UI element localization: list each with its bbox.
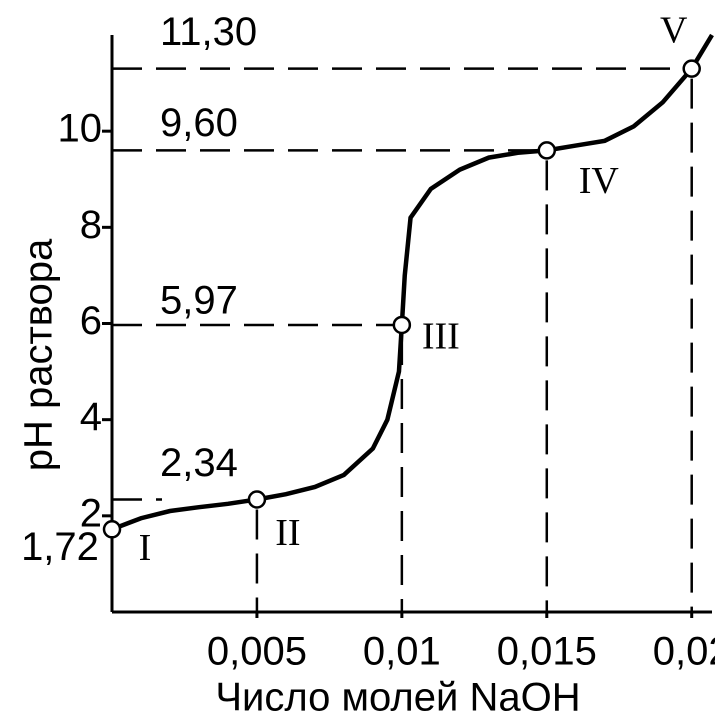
x-axis-label: Число молей NaOH bbox=[215, 676, 580, 720]
y-tick-label: 6 bbox=[80, 299, 102, 343]
point-marker bbox=[102, 520, 122, 539]
point-marker bbox=[682, 59, 701, 78]
y-tick-label: 2 bbox=[80, 491, 102, 535]
point-marker bbox=[537, 141, 557, 160]
point-label: IV bbox=[579, 160, 620, 202]
value-label: 5,97 bbox=[160, 279, 238, 323]
value-label: 2,34 bbox=[160, 441, 238, 485]
y-tick-label: 8 bbox=[80, 203, 102, 247]
point-marker bbox=[247, 490, 267, 509]
value-label: 1,72 bbox=[21, 525, 99, 569]
x-tick-label: 0,01 bbox=[363, 630, 441, 674]
y-tick-label: 4 bbox=[80, 395, 102, 439]
point-label: I bbox=[139, 527, 152, 569]
y-axis-label: pH раствора bbox=[17, 238, 61, 471]
x-tick-label: 0,005 bbox=[207, 630, 307, 674]
x-tick-label: 0,015 bbox=[497, 630, 597, 674]
y-tick-label: 10 bbox=[58, 107, 103, 151]
point-label: II bbox=[275, 512, 300, 554]
point-label: III bbox=[422, 316, 460, 358]
titration-curve bbox=[111, 33, 714, 532]
value-label: 9,60 bbox=[160, 101, 238, 145]
point-label: V bbox=[660, 9, 688, 51]
x-tick-label: 0,02 bbox=[653, 630, 715, 674]
point-marker bbox=[392, 315, 412, 335]
value-label: 11,30 bbox=[160, 10, 257, 54]
